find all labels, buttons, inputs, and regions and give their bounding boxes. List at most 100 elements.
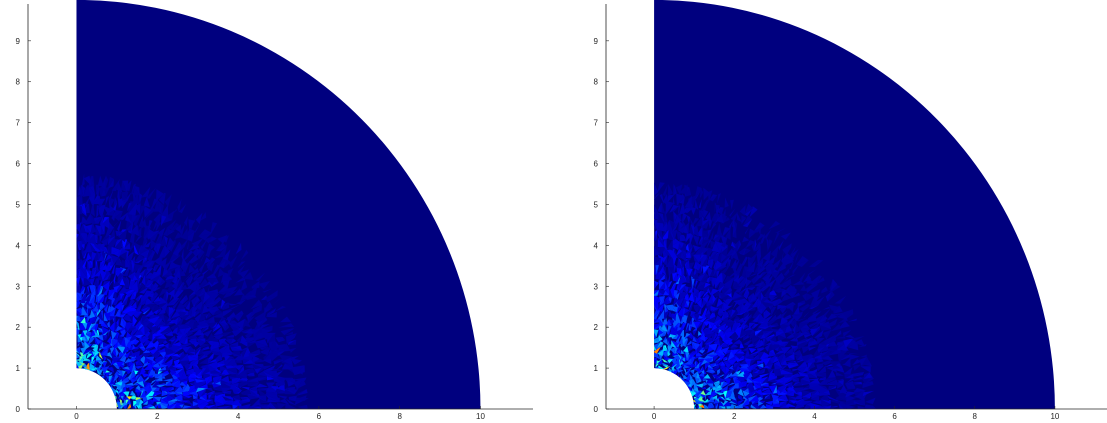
mesh-cell: [669, 319, 675, 326]
mesh-cell: [729, 300, 736, 309]
mesh-cell: [200, 364, 209, 368]
mesh-cell: [691, 276, 695, 290]
x-tick-label: 0: [652, 412, 657, 421]
mesh-cell: [819, 321, 832, 330]
mesh-cell: [195, 212, 203, 225]
mesh-cell: [80, 340, 85, 347]
mesh-cell: [127, 351, 133, 359]
mesh-cell: [116, 313, 127, 318]
mesh-cell: [162, 378, 173, 381]
mesh-cell: [88, 306, 93, 317]
mesh-cell: [199, 395, 207, 401]
mesh-cell: [673, 187, 677, 196]
mesh-cell: [289, 395, 297, 402]
mesh-cell: [113, 372, 119, 383]
mesh-cell: [88, 197, 94, 206]
mesh-cell: [162, 289, 167, 303]
mesh-cell: [689, 235, 694, 245]
mesh-cell: [743, 370, 752, 375]
mesh-cell: [661, 349, 669, 358]
mesh-cell: [155, 380, 163, 382]
mesh-cell: [140, 324, 145, 336]
mesh-cell: [694, 280, 697, 289]
mesh-cell: [133, 334, 145, 339]
mesh-cell: [835, 378, 844, 382]
mesh-cell: [679, 197, 685, 204]
mesh-cell: [819, 378, 827, 381]
mesh-cell: [208, 393, 213, 400]
mesh-cell: [246, 375, 255, 377]
mesh-cell: [275, 364, 283, 371]
mesh-cell: [161, 395, 169, 400]
mesh-cell: [128, 277, 132, 290]
mesh-cell: [247, 394, 262, 400]
mesh-cell: [76, 234, 84, 241]
mesh-cell: [749, 395, 759, 402]
mesh-cell: [713, 399, 720, 404]
mesh-cell: [212, 392, 224, 397]
mesh-cell: [701, 299, 704, 309]
mesh-cell: [85, 362, 90, 371]
mesh-cell: [163, 378, 173, 382]
mesh-cell: [125, 213, 132, 223]
mesh-cell: [735, 365, 741, 373]
mesh-cell: [179, 266, 182, 280]
mesh-cell: [657, 348, 665, 354]
x-tick-label: 6: [892, 412, 897, 421]
mesh-cell: [152, 396, 162, 402]
mesh-cell: [864, 404, 877, 410]
mesh-cell: [695, 336, 700, 345]
mesh-cell: [672, 296, 679, 307]
mesh-cell: [844, 373, 854, 379]
mesh-cell: [800, 379, 811, 385]
mesh-cell: [144, 356, 155, 362]
mesh-cell: [767, 239, 770, 253]
mesh-cell: [784, 314, 792, 318]
mesh-cell: [767, 256, 776, 264]
mesh-cell: [79, 291, 87, 304]
mesh-cell: [122, 380, 130, 385]
mesh-cell: [96, 205, 99, 215]
mesh-cell: [679, 336, 683, 345]
mesh-cell: [690, 310, 696, 316]
mesh-cell: [225, 286, 238, 294]
mesh-cell: [272, 370, 284, 378]
mesh-cell: [123, 341, 134, 349]
mesh-cell: [724, 197, 729, 208]
mesh-cell: [292, 377, 307, 381]
mesh-cell: [664, 210, 668, 222]
mesh-cell: [83, 300, 88, 308]
mesh-cell: [832, 336, 846, 339]
mesh-cell: [700, 290, 706, 298]
mesh-cell: [739, 325, 745, 338]
mesh-cell: [275, 388, 285, 393]
mesh-cell: [235, 242, 242, 255]
mesh-cell: [181, 346, 191, 353]
mesh-cell: [112, 345, 117, 358]
mesh-cell: [733, 325, 743, 338]
mesh-cell: [679, 376, 687, 381]
mesh-cell: [679, 290, 688, 302]
mesh-cell: [193, 262, 198, 269]
mesh-cell: [707, 367, 714, 371]
mesh-cell: [843, 330, 852, 338]
mesh-cell: [241, 328, 252, 334]
mesh-cell: [221, 343, 230, 354]
mesh-cell: [88, 176, 95, 188]
mesh-cell: [125, 222, 133, 232]
mesh-cell: [714, 290, 720, 297]
mesh-cell: [772, 369, 782, 376]
mesh-cell: [781, 278, 789, 286]
mesh-cell: [166, 297, 180, 306]
mesh-cell: [732, 227, 737, 237]
mesh-cell: [670, 281, 677, 292]
mesh-cell: [87, 260, 90, 271]
mesh-cell: [237, 379, 250, 388]
mesh-cell: [865, 404, 877, 410]
mesh-cell: [135, 397, 143, 401]
mesh-cell: [659, 194, 665, 205]
mesh-cell: [721, 288, 730, 296]
mesh-cell: [259, 399, 267, 404]
y-tick-label: 7: [16, 119, 21, 128]
mesh-cell: [286, 380, 296, 387]
